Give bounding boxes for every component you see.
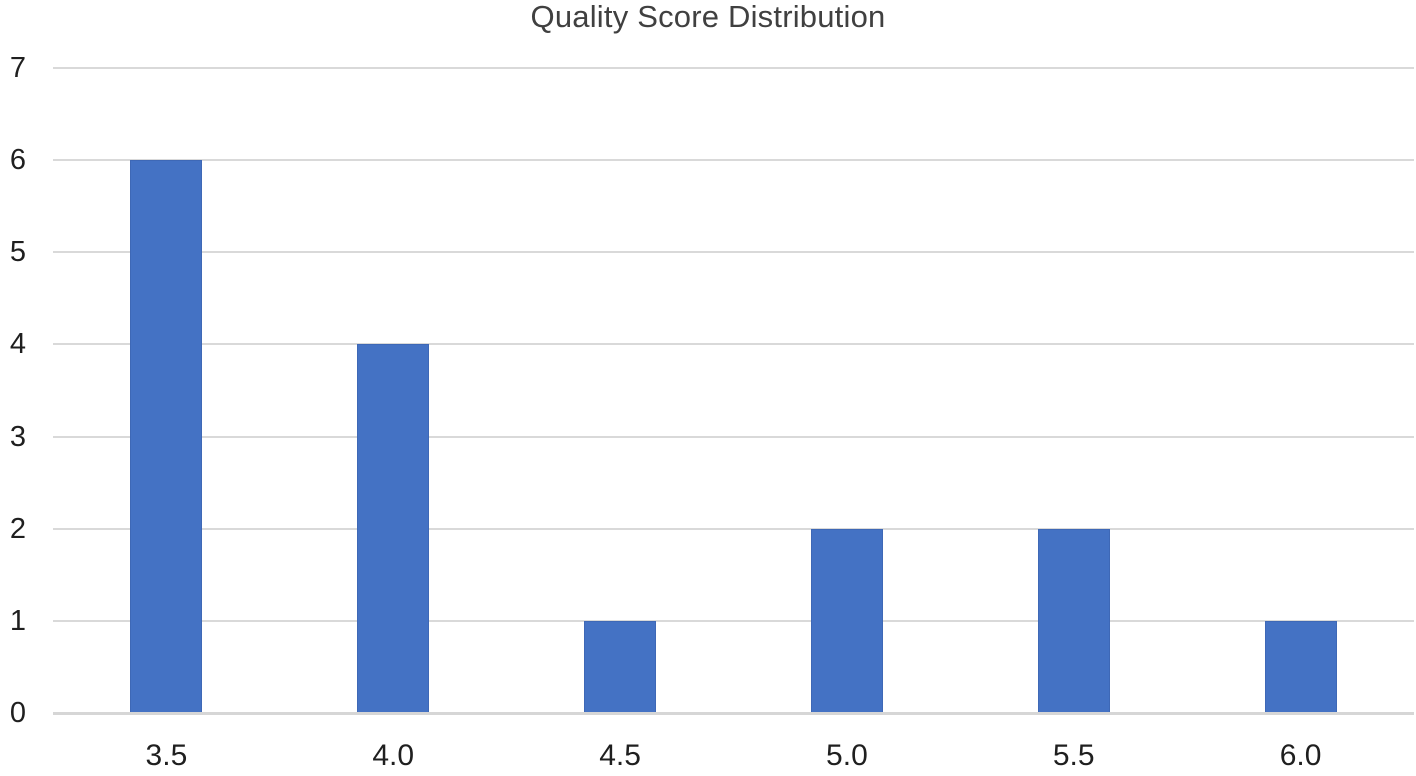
x-tick-label-5.5: 5.5: [1052, 739, 1095, 772]
bar-4.5: [584, 620, 657, 713]
y-tick-label-2: 2: [9, 512, 27, 545]
x-tick-label-3.5: 3.5: [145, 739, 188, 772]
bar-3.5: [130, 160, 203, 713]
bar-6.0: [1264, 620, 1337, 713]
y-tick-label-0: 0: [9, 697, 27, 729]
gridline: [53, 251, 1414, 254]
y-tick-label-7: 7: [9, 52, 27, 84]
gridline: [53, 527, 1414, 530]
gridline: [53, 435, 1414, 438]
gridline: [53, 343, 1414, 346]
bar-5.5: [1037, 528, 1110, 713]
y-tick-label-4: 4: [9, 328, 27, 361]
x-tick-label-5.0: 5.0: [826, 739, 868, 772]
plot-area: [53, 67, 1414, 715]
gridline: [53, 67, 1414, 69]
y-tick-label-5: 5: [9, 236, 27, 269]
gridline: [53, 159, 1414, 162]
chart-title: Quality Score Distribution: [530, 0, 886, 34]
x-axis-line: [53, 712, 1414, 715]
x-tick-label-6.0: 6.0: [1279, 739, 1322, 772]
y-tick-label-1: 1: [9, 604, 27, 637]
x-tick-label-4.0: 4.0: [372, 739, 415, 772]
bar-4.0: [357, 344, 430, 713]
bar-5.0: [810, 528, 883, 713]
gridline: [53, 619, 1414, 622]
x-tick-label-4.5: 4.5: [599, 739, 641, 772]
y-tick-label-3: 3: [9, 420, 27, 453]
y-tick-label-6: 6: [9, 144, 27, 177]
